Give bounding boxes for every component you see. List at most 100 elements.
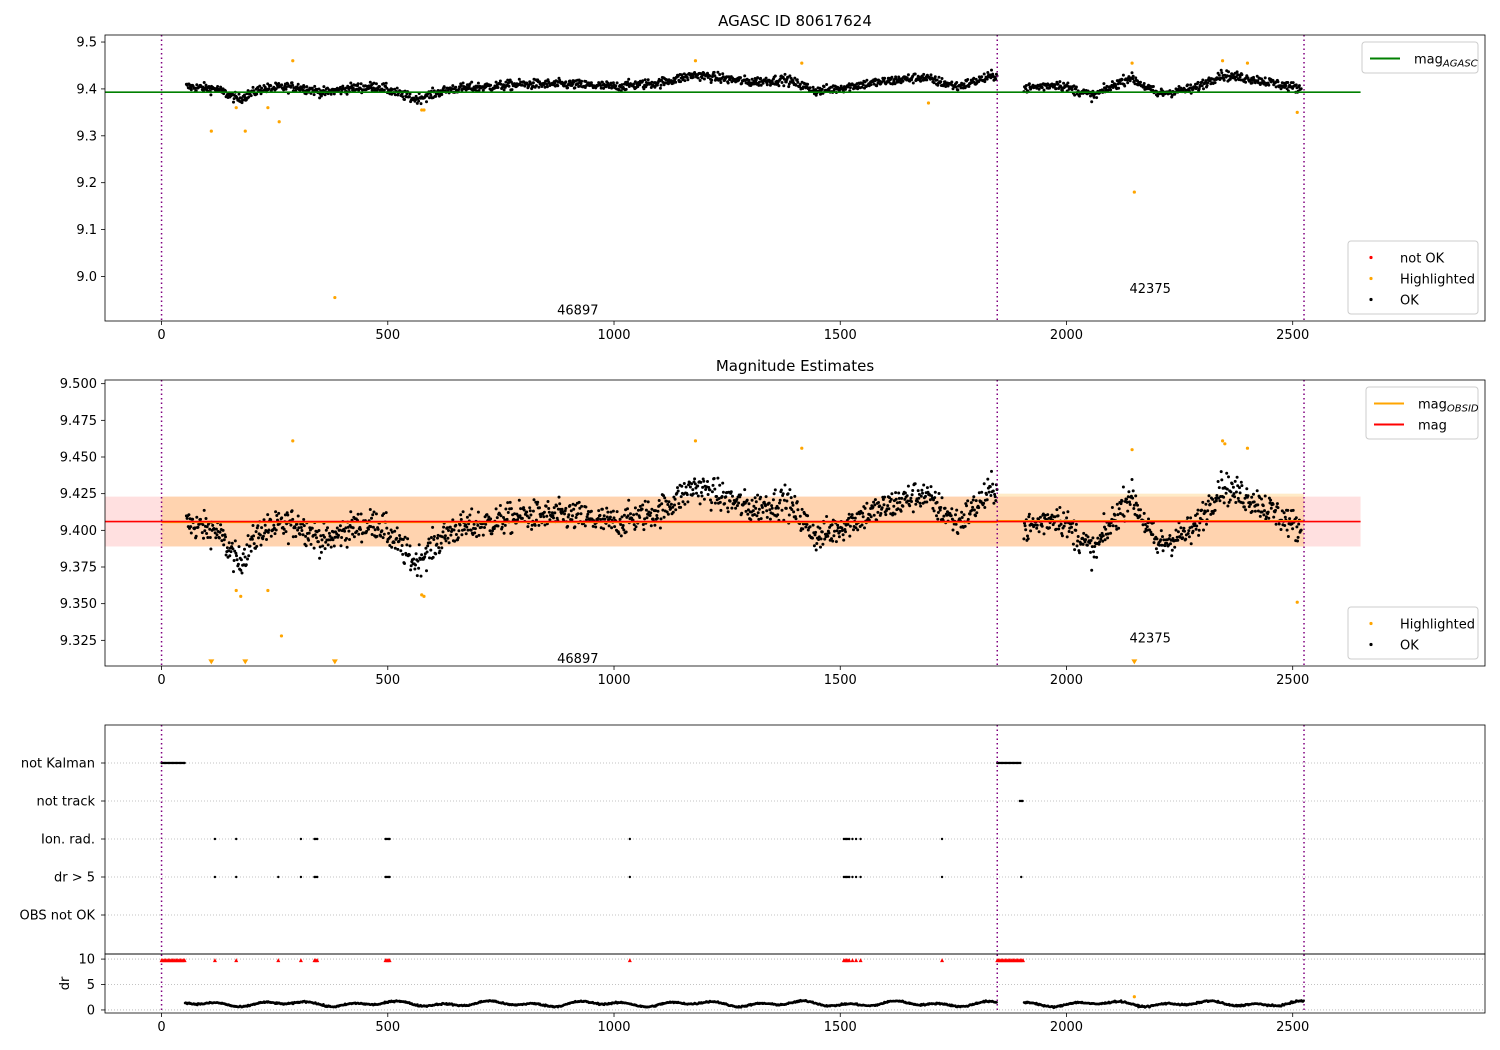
ok-point	[1191, 529, 1195, 533]
ok-point	[429, 93, 433, 97]
ok-point	[398, 534, 402, 537]
ok-point	[1128, 503, 1132, 506]
ok-point	[935, 500, 939, 504]
ok-point	[988, 485, 992, 489]
ok-point	[294, 535, 298, 538]
ok-point	[804, 525, 808, 529]
ok-point	[1037, 87, 1041, 91]
highlighted-point	[243, 129, 247, 133]
ok-point	[533, 523, 537, 527]
ok-point	[531, 509, 535, 513]
flag-mark	[940, 875, 944, 879]
ok-point	[962, 82, 966, 86]
ok-point	[517, 77, 521, 81]
ok-point	[649, 86, 653, 89]
ok-point	[610, 526, 614, 530]
ok-point	[827, 531, 831, 535]
ok-point	[1184, 537, 1188, 541]
ok-point	[454, 533, 458, 536]
ok-point	[944, 85, 948, 88]
ok-point	[743, 488, 747, 492]
ok-point	[972, 495, 976, 499]
ok-point	[241, 552, 245, 556]
ok-point	[813, 533, 817, 537]
ok-point	[966, 499, 970, 503]
ok-point	[1120, 78, 1124, 82]
ok-point	[917, 492, 921, 496]
ok-point	[936, 517, 940, 521]
ok-point	[939, 80, 943, 84]
y-tick-label: 9.325	[60, 634, 97, 649]
ok-point	[1250, 509, 1254, 513]
ok-point	[696, 484, 700, 488]
ok-point	[752, 504, 756, 508]
y-tick-label: 9.400	[60, 524, 97, 539]
ok-point	[837, 535, 841, 539]
x-tick-label: 0	[157, 673, 165, 688]
ok-point	[1252, 500, 1256, 504]
ok-point	[937, 492, 941, 495]
ok-point	[589, 81, 593, 85]
ok-point	[721, 72, 725, 76]
ok-point	[476, 81, 480, 85]
ok-point	[312, 93, 316, 97]
ok-point	[428, 556, 431, 560]
ok-point	[473, 86, 477, 90]
ok-point	[289, 523, 293, 527]
ok-point	[835, 529, 839, 533]
ok-point	[886, 504, 890, 508]
ok-point	[646, 78, 650, 82]
ok-point	[1239, 480, 1243, 484]
ok-point	[507, 84, 511, 88]
ok-point	[1161, 549, 1165, 553]
ok-point	[871, 505, 875, 509]
ok-point	[650, 507, 654, 511]
ok-point	[510, 88, 514, 92]
ok-point	[897, 491, 901, 495]
ok-point	[734, 506, 738, 510]
ok-point	[1027, 82, 1031, 86]
ok-point	[389, 535, 392, 539]
dr-point	[995, 1001, 998, 1004]
ok-point	[556, 84, 560, 88]
ok-point	[472, 522, 476, 526]
dr-clipped-marker	[276, 958, 281, 963]
ok-point	[974, 77, 978, 81]
ok-point	[606, 81, 610, 85]
ok-point	[919, 79, 923, 83]
highlighted-point	[1130, 61, 1134, 65]
ok-point	[955, 81, 959, 84]
ok-point	[913, 72, 917, 76]
ok-point	[1083, 540, 1087, 544]
ok-point	[1126, 495, 1130, 499]
highlighted-point	[420, 593, 424, 597]
ok-point	[352, 535, 356, 539]
ok-point	[1233, 495, 1237, 499]
ok-point	[930, 494, 934, 498]
ok-point	[436, 533, 440, 537]
magnitude-estimates-chart: 46897423759.3259.3509.3759.4009.4259.450…	[60, 357, 1486, 688]
legend-label: not OK	[1400, 252, 1445, 267]
ok-point	[321, 92, 325, 96]
x-tick-label: 2000	[1050, 673, 1083, 688]
ok-point	[232, 97, 236, 101]
ok-point	[199, 517, 202, 521]
ok-point	[1035, 523, 1039, 527]
ok-point	[1263, 76, 1267, 80]
ok-point	[1231, 485, 1235, 489]
ok-point	[1058, 506, 1062, 509]
ok-point	[653, 523, 657, 527]
ok-point	[1268, 501, 1272, 505]
ok-point	[439, 541, 443, 545]
ok-point	[993, 495, 997, 499]
ok-point	[1238, 491, 1242, 495]
ok-point	[786, 492, 790, 496]
ok-point	[313, 84, 317, 88]
ok-point	[233, 549, 237, 553]
ok-point	[329, 545, 333, 549]
ok-point	[1206, 499, 1210, 503]
ok-point	[643, 499, 647, 503]
ok-point	[820, 87, 824, 91]
ok-point	[498, 79, 502, 83]
ok-point	[189, 88, 193, 92]
